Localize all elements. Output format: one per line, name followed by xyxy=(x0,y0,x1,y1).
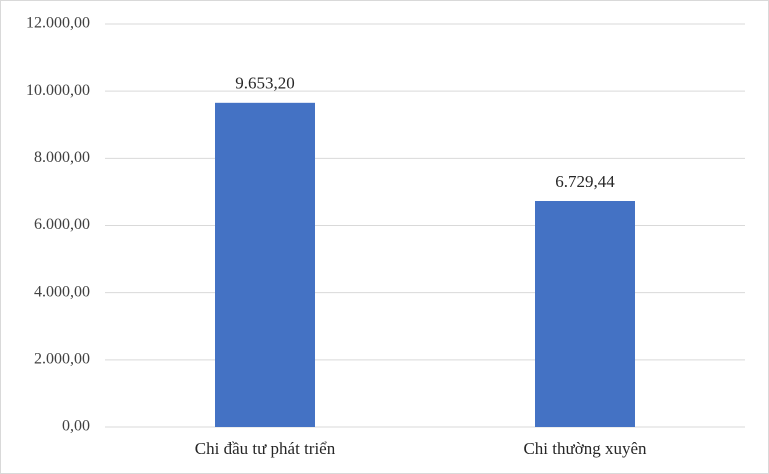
y-tick-label: 2.000,00 xyxy=(34,351,90,368)
x-tick-label: Chi thường xuyên xyxy=(523,439,647,458)
y-tick-label: 4.000,00 xyxy=(34,283,90,300)
bar xyxy=(535,201,635,427)
value-label: 9.653,20 xyxy=(235,74,295,93)
y-tick-label: 6.000,00 xyxy=(34,216,90,233)
y-tick-label: 8.000,00 xyxy=(34,149,90,166)
y-tick-label: 10.000,00 xyxy=(26,82,90,99)
y-tick-label: 0,00 xyxy=(62,418,90,435)
value-label: 6.729,44 xyxy=(555,172,615,191)
bar xyxy=(215,102,315,428)
x-tick-label: Chi đầu tư phát triển xyxy=(195,439,336,458)
y-tick-label: 12.000,00 xyxy=(26,15,90,32)
